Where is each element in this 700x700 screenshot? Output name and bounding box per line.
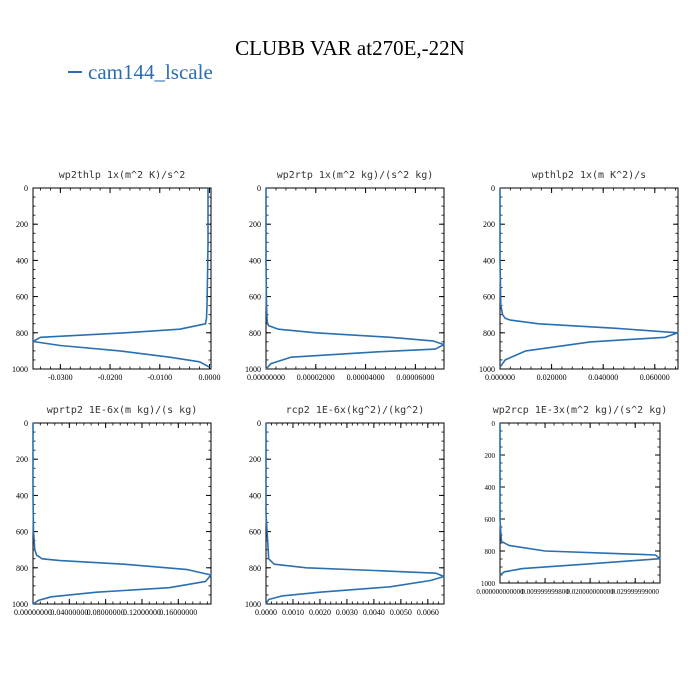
subplot-title: wp2thlp 1x(m^2 K)/s^2 (59, 170, 185, 181)
y-tick-label: 1000 (12, 365, 28, 374)
y-tick-label: 400 (16, 256, 28, 265)
y-tick-label: 1000 (479, 365, 495, 374)
x-tick-label: 0.040000 (588, 373, 618, 382)
x-tick-label: 0.0060 (417, 608, 439, 617)
y-tick-label: 200 (249, 220, 261, 229)
y-tick-label: 1000 (481, 580, 496, 588)
series-line (32, 423, 212, 605)
y-tick-label: 800 (16, 564, 28, 573)
x-tick-label: -0.0200 (98, 373, 123, 382)
x-tick-label: 0.0000 (255, 608, 277, 617)
subplot-title: wp2rtp 1x(m^2 kg)/(s^2 kg) (277, 170, 434, 181)
series-line (265, 423, 445, 605)
x-tick-label: 0.08000000 (87, 608, 125, 617)
y-tick-label: 600 (249, 528, 261, 537)
x-tick-label: 0.000000000000 (476, 588, 524, 596)
subplot-3: wpthlp2 1x(m K^2)/s 0 200 400 600 800 10000.00… (479, 170, 679, 382)
subplot-6: wp2rcp 1E-3x(m^2 kg)/(s^2 kg) 0 200 400 600 8… (476, 405, 667, 596)
legend-label: cam144_lscale (88, 60, 213, 84)
y-tick-label: 400 (485, 484, 496, 492)
subplot-1: wp2thlp 1x(m^2 K)/s^2 0 200 400 600 800 1000 -0… (12, 170, 221, 382)
y-tick-label: 600 (16, 293, 28, 302)
x-tick-label: 0.16000000 (159, 608, 197, 617)
x-tick-label: 0.020000000000 (567, 588, 615, 596)
y-tick-label: 600 (16, 528, 28, 537)
y-tick-label: 0 (492, 420, 496, 428)
y-tick-label: 400 (483, 256, 495, 265)
plot-frame (499, 422, 661, 584)
y-tick-label: 800 (249, 329, 261, 338)
x-tick-label: 0.12000000 (123, 608, 161, 617)
plot-frame (265, 422, 445, 605)
x-tick-label: 0.00006000 (396, 373, 434, 382)
y-tick-label: 800 (485, 548, 496, 556)
plot-frame (265, 187, 445, 370)
y-tick-label: 0 (24, 184, 28, 193)
subplot-title: rcp2 1E-6x(kg^2)/(kg^2) (286, 405, 424, 416)
series-line (499, 188, 679, 368)
y-tick-label: 600 (485, 516, 496, 524)
series-line (32, 188, 210, 368)
x-tick-label: 0.060000 (640, 373, 670, 382)
legend: cam144_lscale (68, 60, 213, 85)
y-tick-label: 1000 (12, 600, 28, 609)
y-tick-label: 200 (16, 220, 28, 229)
x-tick-label: -0.0100 (147, 373, 172, 382)
x-tick-label: 0.0040 (363, 608, 385, 617)
y-tick-label: 400 (16, 491, 28, 500)
x-tick-label: 0.00000000 (14, 608, 52, 617)
x-tick-label: 0.009999999800 (521, 588, 569, 596)
x-tick-label: 0.00004000 (347, 373, 385, 382)
y-tick-label: 600 (483, 293, 495, 302)
x-tick-label: 0.04000000 (50, 608, 88, 617)
x-tick-label: 0.00002000 (297, 373, 335, 382)
x-tick-label: -0.0300 (48, 373, 73, 382)
y-tick-label: 200 (16, 455, 28, 464)
legend-swatch (68, 71, 82, 74)
x-tick-label: 0.029999999000 (612, 588, 660, 596)
subplot-2: wp2rtp 1x(m^2 kg)/(s^2 kg) 0 200 400 600 800 1… (245, 170, 445, 382)
x-tick-label: 0.0020 (309, 608, 331, 617)
subplot-title: wprtp2 1E-6x(m kg)/(s kg) (47, 405, 198, 416)
plot-frame (32, 422, 212, 605)
y-tick-label: 1000 (245, 600, 261, 609)
y-tick-label: 600 (249, 293, 261, 302)
x-tick-label: 0.0030 (336, 608, 358, 617)
y-tick-label: 200 (249, 455, 261, 464)
series-line (265, 188, 445, 370)
y-tick-label: 200 (485, 452, 496, 460)
x-tick-label: 0.0050 (390, 608, 412, 617)
x-tick-label: 0.00000000 (247, 373, 285, 382)
y-tick-label: 800 (16, 329, 28, 338)
chart-title: CLUBB VAR at270E,-22N (235, 36, 465, 60)
subplot-title: wp2rcp 1E-3x(m^2 kg)/(s^2 kg) (493, 405, 668, 416)
y-tick-label: 1000 (245, 365, 261, 374)
y-tick-label: 400 (249, 491, 261, 500)
y-tick-label: 0 (24, 419, 28, 428)
y-tick-label: 800 (483, 329, 495, 338)
subplot-title: wpthlp2 1x(m K^2)/s (532, 170, 646, 181)
subplot-5: rcp2 1E-6x(kg^2)/(kg^2) 0 200 400 600 800 1000… (245, 405, 445, 617)
y-tick-label: 200 (483, 220, 495, 229)
x-tick-label: 0.0010 (282, 608, 304, 617)
y-tick-label: 0 (257, 419, 261, 428)
x-tick-label: 0.020000 (537, 373, 567, 382)
y-tick-label: 400 (249, 256, 261, 265)
subplot-4: wprtp2 1E-6x(m kg)/(s kg) 0 200 400 600 800 10… (12, 405, 212, 617)
series-line (499, 423, 661, 576)
plot-frame (32, 187, 212, 370)
x-tick-label: 0.0000 (199, 373, 221, 382)
y-tick-label: 0 (257, 184, 261, 193)
y-tick-label: 0 (491, 184, 495, 193)
x-tick-label: 0.000000 (485, 373, 515, 382)
y-tick-label: 800 (249, 564, 261, 573)
